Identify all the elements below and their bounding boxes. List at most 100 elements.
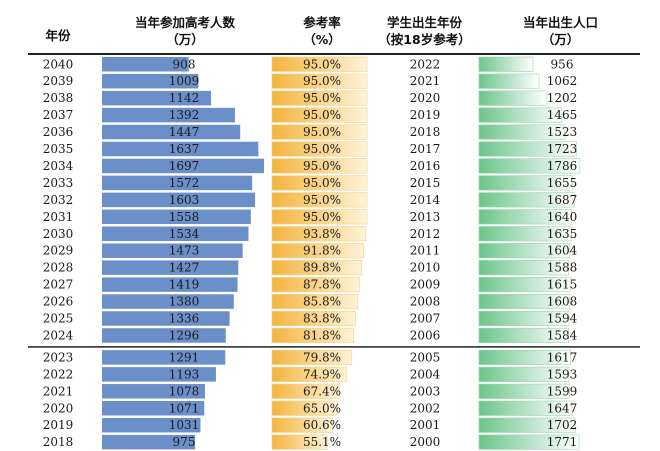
table-row: 2031 1558 95.0% 2013 1640 xyxy=(43,209,577,225)
exam-value-label: 1031 xyxy=(169,418,200,432)
exam-bar xyxy=(102,311,230,326)
year-label: 2036 xyxy=(43,125,74,139)
births-bar xyxy=(478,383,570,399)
births-bar xyxy=(478,73,540,89)
year-label: 2018 xyxy=(43,435,74,449)
births-value-label: 1608 xyxy=(547,295,578,309)
year-label: 2023 xyxy=(43,350,74,364)
rate-bar xyxy=(271,90,368,106)
births-bar xyxy=(478,158,581,174)
birth-year-label: 2016 xyxy=(410,159,441,173)
birth-year-label: 2020 xyxy=(410,91,441,105)
births-value-label: 1523 xyxy=(547,125,578,139)
births-value-label: 1584 xyxy=(547,328,578,342)
births-bar xyxy=(478,124,566,140)
table-row: 2039 1009 95.0% 2021 1062 xyxy=(43,73,577,89)
rate-value-label: 95.0% xyxy=(303,125,341,139)
birth-year-label: 2013 xyxy=(410,210,441,224)
birth-year-label: 2001 xyxy=(410,418,441,432)
exam-value-label: 1572 xyxy=(169,176,200,190)
exam-bar xyxy=(102,350,226,365)
year-label: 2038 xyxy=(43,91,74,105)
rate-bar xyxy=(271,383,340,399)
rate-value-label: 95.0% xyxy=(303,74,341,88)
year-label: 2039 xyxy=(43,74,74,88)
exam-bar xyxy=(102,277,238,292)
births-bar xyxy=(478,209,572,225)
rate-bar xyxy=(271,366,348,382)
table-row: 2032 1603 95.0% 2014 1687 xyxy=(43,192,578,208)
rate-bar xyxy=(271,158,368,174)
births-value-label: 1687 xyxy=(547,193,578,207)
exam-bar xyxy=(102,209,251,225)
table-row: 2026 1380 85.8% 2008 1608 xyxy=(43,293,578,310)
table-row: 2023 1291 79.8% 2005 1617 xyxy=(43,349,577,365)
exam-value-label: 1534 xyxy=(169,227,200,241)
rate-bar xyxy=(271,73,368,89)
rate-value-label: 91.8% xyxy=(303,244,341,258)
births-bar xyxy=(478,417,576,433)
rate-bar xyxy=(271,56,368,72)
births-bar xyxy=(478,243,570,259)
birth-year-label: 2000 xyxy=(410,435,441,449)
births-bar xyxy=(478,56,534,72)
table-row: 2027 1419 87.8% 2009 1615 xyxy=(43,277,577,293)
exam-value-label: 1009 xyxy=(169,74,200,88)
rate-bar xyxy=(271,260,363,276)
table-row: 2030 1534 93.8% 2012 1635 xyxy=(43,226,578,242)
exam-value-label: 1392 xyxy=(169,108,200,122)
births-bar xyxy=(478,293,571,310)
exam-bar xyxy=(102,141,259,157)
rate-bar xyxy=(271,400,338,416)
exam-value-label: 1637 xyxy=(169,142,200,156)
births-value-label: 1604 xyxy=(547,244,578,258)
table-row: 2040 908 95.0% 2022 956 xyxy=(43,56,574,72)
births-value-label: 1635 xyxy=(547,227,578,241)
header-birth-year-title: 学生出生年份 xyxy=(386,15,462,30)
table-row: 2024 1296 81.8% 2006 1584 xyxy=(43,327,578,344)
exam-value-label: 1603 xyxy=(169,193,200,207)
births-value-label: 1771 xyxy=(547,435,578,449)
births-value-label: 1465 xyxy=(547,108,578,122)
birth-year-label: 2018 xyxy=(410,125,441,139)
exam-value-label: 1193 xyxy=(169,367,200,381)
rate-value-label: 83.8% xyxy=(303,312,341,326)
rate-bar xyxy=(271,226,367,242)
exam-value-label: 1427 xyxy=(169,261,200,275)
births-bar xyxy=(478,260,570,276)
year-label: 2028 xyxy=(43,261,74,275)
rate-value-label: 95.0% xyxy=(303,159,341,173)
rate-bar xyxy=(271,349,353,365)
table-row: 2038 1142 95.0% 2020 1202 xyxy=(43,90,577,106)
births-value-label: 1593 xyxy=(547,367,578,381)
births-value-label: 1786 xyxy=(547,159,578,173)
data-rows: 2040 908 95.0% 2022 956 2039 1009 95.0% 2021 1062… xyxy=(43,56,581,450)
rate-bar xyxy=(271,107,368,123)
rate-bar xyxy=(271,175,368,191)
year-label: 2021 xyxy=(43,384,74,398)
births-bar xyxy=(478,349,571,365)
rate-bar xyxy=(271,277,361,293)
year-label: 2032 xyxy=(43,193,74,207)
rate-bar xyxy=(271,192,368,208)
rate-value-label: 79.8% xyxy=(303,350,341,364)
year-label: 2029 xyxy=(43,244,74,258)
birth-year-label: 2021 xyxy=(410,74,441,88)
exam-bar xyxy=(102,192,256,208)
births-bar xyxy=(478,327,569,344)
rate-bar xyxy=(271,243,365,259)
exam-bar xyxy=(102,57,189,72)
header-births-title: 当年出生人口 xyxy=(522,15,598,30)
exam-value-label: 1473 xyxy=(169,244,200,258)
rate-bar xyxy=(271,434,328,450)
table-row: 2018 975 55.1% 2000 1771 xyxy=(43,434,580,450)
exam-value-label: 908 xyxy=(173,57,196,71)
births-value-label: 956 xyxy=(551,57,574,71)
exam-bar xyxy=(102,73,199,89)
header-birth-year: 学生出生年份 （按18岁参考） xyxy=(372,14,477,48)
header-births: 当年出生人口 （万） xyxy=(478,14,643,48)
exam-value-label: 975 xyxy=(173,435,196,449)
year-label: 2033 xyxy=(43,176,74,190)
rate-value-label: 93.8% xyxy=(303,227,341,241)
births-value-label: 1588 xyxy=(547,261,578,275)
